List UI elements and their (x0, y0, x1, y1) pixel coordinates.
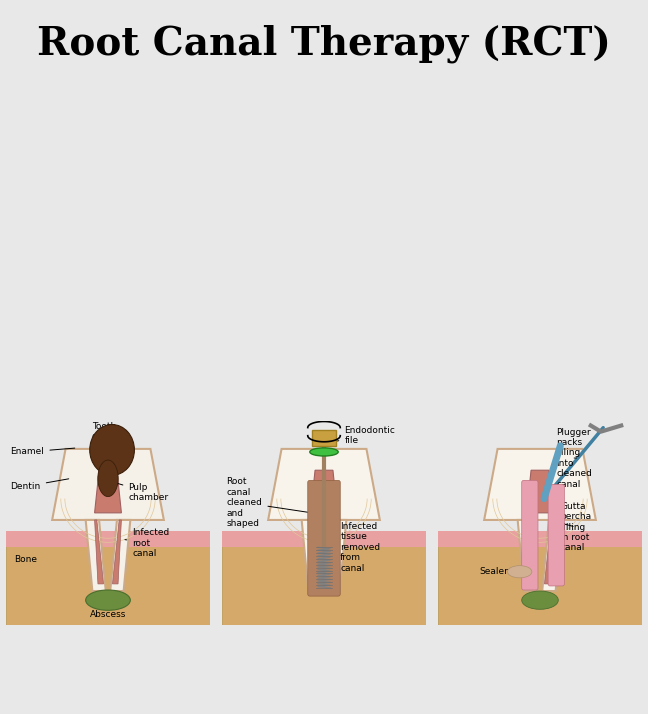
Text: Infected
root
canal: Infected root canal (125, 528, 170, 558)
Bar (6, 531, 209, 548)
PathPatch shape (268, 449, 380, 520)
Bar (439, 531, 642, 548)
Bar (222, 531, 426, 548)
PathPatch shape (326, 520, 346, 591)
PathPatch shape (527, 471, 553, 513)
PathPatch shape (329, 520, 338, 584)
Bar (222, 539, 426, 625)
Ellipse shape (86, 590, 130, 610)
Text: Sealer: Sealer (479, 567, 517, 576)
Text: Infected
tissue
removed
from
canal: Infected tissue removed from canal (336, 522, 380, 573)
PathPatch shape (52, 449, 164, 520)
FancyBboxPatch shape (522, 481, 538, 590)
Text: Plugger
packs
filling
into
cleaned
canal: Plugger packs filling into cleaned canal (556, 428, 592, 488)
PathPatch shape (302, 520, 322, 591)
Bar (312, 430, 336, 446)
Ellipse shape (310, 448, 338, 456)
PathPatch shape (484, 449, 596, 520)
Ellipse shape (89, 425, 134, 476)
Text: Endodontic
file: Endodontic file (335, 426, 395, 446)
Text: Root
canal
cleaned
and
shaped: Root canal cleaned and shaped (227, 478, 309, 528)
Text: Abscess: Abscess (90, 599, 126, 619)
Text: Root Canal Therapy (RCT): Root Canal Therapy (RCT) (37, 25, 611, 64)
Ellipse shape (507, 565, 532, 578)
Ellipse shape (522, 591, 559, 609)
PathPatch shape (95, 471, 121, 513)
PathPatch shape (527, 520, 535, 584)
FancyBboxPatch shape (548, 484, 564, 586)
PathPatch shape (310, 520, 319, 584)
PathPatch shape (544, 520, 553, 584)
PathPatch shape (310, 471, 338, 513)
Text: Enamel: Enamel (10, 448, 75, 456)
Bar (6, 539, 209, 625)
Text: Gutta
percha
filling
in root
canal: Gutta percha filling in root canal (561, 502, 592, 553)
Ellipse shape (98, 460, 118, 497)
PathPatch shape (86, 520, 106, 591)
PathPatch shape (110, 520, 130, 591)
Text: Dentin: Dentin (10, 479, 69, 491)
PathPatch shape (518, 520, 538, 591)
Bar (439, 539, 642, 625)
PathPatch shape (113, 520, 121, 584)
FancyBboxPatch shape (308, 481, 340, 596)
PathPatch shape (95, 520, 104, 584)
Text: Tooth
decay: Tooth decay (92, 422, 119, 446)
Text: Bone: Bone (15, 555, 38, 564)
PathPatch shape (542, 520, 562, 591)
Text: Pulp
chamber: Pulp chamber (117, 483, 168, 502)
